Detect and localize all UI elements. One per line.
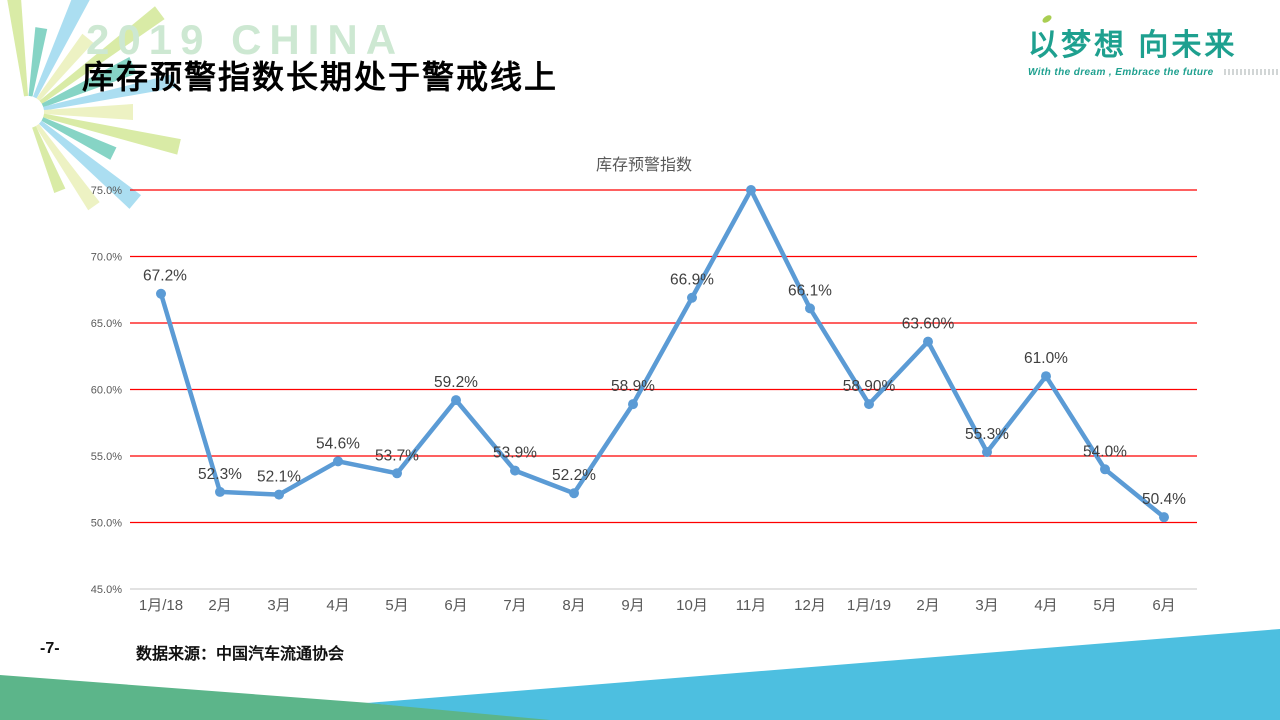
warning-index-line-chart: 75.0% 70.0% 65.0% 60.0% 55.0% 50.0% 45.0% 库存预警指…	[91, 156, 1197, 614]
starburst-ray	[38, 120, 142, 209]
data-point	[628, 399, 638, 410]
data-label: 59.2%	[434, 374, 478, 391]
data-label: 53.7%	[375, 447, 419, 464]
x-tick-label: 2月	[208, 597, 231, 614]
y-tick-label: 70.0%	[91, 252, 122, 264]
data-point	[451, 395, 461, 406]
x-tick-label: 1月/18	[139, 597, 183, 614]
brand-slogan-cn-text: 以梦想 向未来	[1028, 29, 1238, 62]
bottom-wave-blue	[367, 629, 1280, 720]
x-tick-label: 6月	[1152, 597, 1175, 614]
data-label: 54.0%	[1083, 443, 1127, 460]
data-point	[274, 489, 284, 500]
data-point	[746, 185, 756, 195]
x-tick-label: 4月	[326, 597, 349, 614]
x-tick-label: 2月	[916, 597, 939, 614]
y-tick-label: 50.0%	[91, 518, 122, 530]
x-tick-label: 4月	[1034, 597, 1057, 614]
starburst-ray	[43, 113, 181, 155]
fine-print-text	[1223, 69, 1280, 76]
bottom-wave-green	[0, 675, 560, 720]
y-tick-label: 55.0%	[91, 451, 122, 463]
data-label: 66.1%	[788, 282, 832, 299]
starburst-ray	[41, 57, 137, 108]
data-point	[805, 303, 815, 314]
data-label: 50.4%	[1142, 491, 1186, 508]
starburst-ray	[43, 73, 177, 111]
data-label: 67.2%	[143, 268, 187, 285]
data-label: 54.6%	[316, 435, 360, 452]
x-tick-label: 8月	[562, 597, 585, 614]
x-tick-label: 12月	[794, 597, 826, 614]
y-tick-label: 65.0%	[91, 318, 122, 330]
data-point	[510, 465, 520, 476]
x-tick-label: 9月	[621, 597, 644, 614]
starburst-ray	[39, 6, 165, 104]
chart-title: 库存预警指数	[596, 156, 692, 174]
data-point	[923, 336, 933, 347]
data-line	[158, 187, 1167, 520]
data-label: 66.9%	[670, 272, 714, 289]
starburst-ray	[36, 33, 94, 101]
data-source: 数据来源：中国汽车流通协会	[136, 646, 345, 663]
x-tick-label: 1月/19	[847, 597, 891, 614]
data-point	[982, 447, 992, 458]
x-tick-label: 3月	[267, 597, 290, 614]
data-point	[864, 399, 874, 410]
x-tick-label: 10月	[676, 597, 708, 614]
x-tick-label: 7月	[503, 597, 526, 614]
starburst-ray	[41, 117, 117, 160]
data-label: 61.0%	[1024, 350, 1068, 367]
page-title: 库存预警指数长期处于警戒线上	[82, 59, 559, 95]
y-tick-label: 60.0%	[91, 385, 122, 397]
data-point	[1159, 512, 1169, 523]
data-point	[333, 456, 343, 467]
starburst-ray	[32, 0, 94, 99]
data-point	[1041, 371, 1051, 382]
data-point	[215, 486, 225, 497]
data-label: 52.3%	[198, 466, 242, 483]
starburst-ray	[7, 0, 29, 97]
brand-logo: 以梦想 向未来 With the dream , Embrace the fut…	[1028, 14, 1280, 78]
data-label: 52.1%	[257, 469, 301, 486]
data-label: 52.2%	[552, 467, 596, 484]
data-point	[156, 288, 166, 299]
y-tick-label: 75.0%	[91, 185, 122, 197]
event-watermark: 2019 CHINA	[86, 16, 405, 63]
data-point	[687, 292, 697, 303]
data-point	[569, 488, 579, 499]
brand-slogan-cn: 以梦想 向未来	[1028, 14, 1268, 64]
x-tick-label: 5月	[1093, 597, 1116, 614]
x-tick-label: 5月	[385, 597, 408, 614]
starburst-ray	[35, 123, 100, 211]
data-point	[392, 468, 402, 479]
starburst-ray	[44, 104, 133, 120]
x-tick-label: 3月	[975, 597, 998, 614]
x-tick-label: 11月	[736, 597, 767, 614]
x-tick-label: 6月	[444, 597, 467, 614]
page-number: -7-	[40, 640, 60, 657]
starburst-ray	[28, 27, 48, 97]
y-tick-label: 45.0%	[91, 584, 122, 596]
brand-slogan-en-text: With the dream , Embrace the future	[1028, 67, 1214, 78]
data-label: 58.90%	[843, 378, 896, 395]
data-label: 58.9%	[611, 378, 655, 395]
data-label: 53.9%	[493, 445, 537, 462]
starburst-decoration	[7, 0, 181, 211]
data-label: 55.3%	[965, 426, 1009, 443]
data-point	[1100, 464, 1110, 475]
starburst-ray	[32, 126, 66, 194]
data-label: 63.60%	[902, 316, 955, 333]
brand-slogan-en: With the dream , Embrace the future	[1028, 67, 1280, 78]
bottom-waves-decoration	[0, 629, 1280, 720]
